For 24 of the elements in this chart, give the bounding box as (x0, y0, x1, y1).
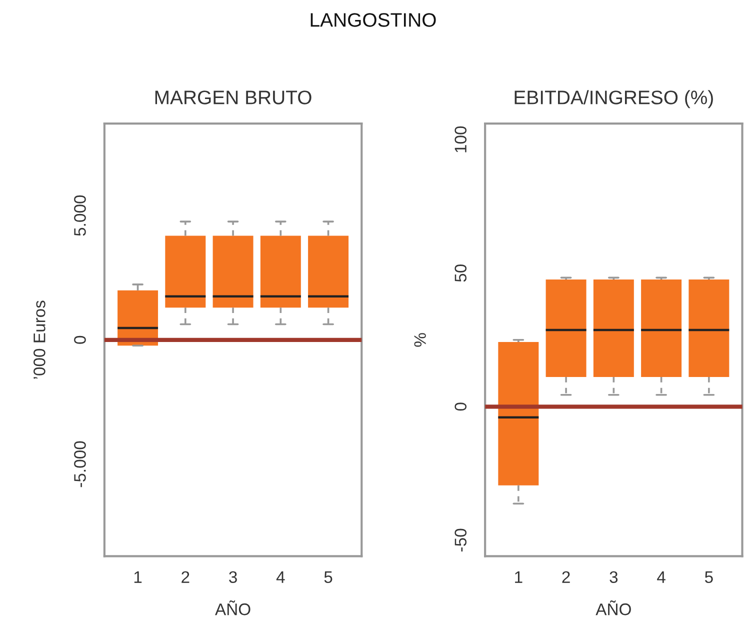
x-tick-label: 5 (704, 571, 713, 584)
text: LANGOSTINO (310, 13, 436, 27)
y-tick-label: 5.000 (74, 195, 86, 236)
x-tick-label: 5 (324, 571, 332, 584)
y-axis-title: % (414, 333, 426, 347)
x-tick-label: 2 (562, 571, 570, 583)
chart-title: EBITDA/INGRESO (%) (514, 90, 713, 108)
y-tick-label: 0 (454, 402, 467, 411)
x-tick-label: 2 (182, 571, 190, 583)
y-tick-label: 50 (454, 264, 467, 282)
x-tick-label: 4 (276, 571, 285, 583)
x-tick-label: 1 (515, 571, 522, 583)
x-axis-title: AÑO (596, 600, 631, 616)
y-axis-title: ’000 Euros (34, 300, 46, 379)
y-tick-label: -50 (454, 528, 467, 552)
x-axis-title: AÑO (215, 600, 250, 616)
x-tick-label: 3 (610, 571, 618, 584)
y-tick-label: -5.000 (74, 441, 86, 488)
x-tick-label: 4 (657, 571, 666, 583)
y-tick-label: 100 (454, 126, 467, 152)
y-tick-label: 0 (74, 336, 86, 344)
x-tick-label: 3 (229, 571, 237, 584)
x-tick-label: 1 (134, 571, 142, 583)
chart-title: MARGEN BRUTO (155, 90, 312, 104)
